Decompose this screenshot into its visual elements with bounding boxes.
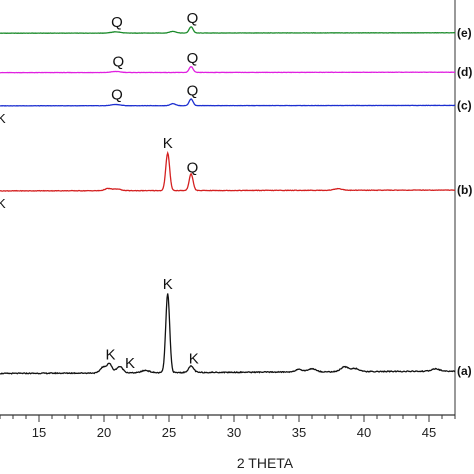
peak-label-a-1: K bbox=[125, 355, 135, 372]
series-line-c bbox=[0, 98, 456, 107]
x-tick-label-40: 40 bbox=[357, 425, 371, 440]
series-line-e bbox=[0, 26, 456, 34]
x-tick-label-25: 25 bbox=[162, 425, 176, 440]
peak-label-c-0: Q bbox=[111, 87, 123, 104]
series-label-c: (c) bbox=[457, 98, 472, 112]
peak-label-e-0: Q bbox=[111, 14, 123, 31]
x-axis: 15 20 25 30 35 40 45 bbox=[0, 414, 456, 440]
x-tick-label-20: 20 bbox=[97, 425, 111, 440]
x-tick-label-35: 35 bbox=[292, 425, 306, 440]
peak-label-a-3: K bbox=[189, 351, 199, 368]
peak-label-a-2: K bbox=[163, 276, 173, 293]
series-line-d bbox=[0, 66, 456, 74]
peak-label-d-0: Q bbox=[112, 54, 124, 71]
series-line-b bbox=[0, 150, 456, 192]
peak-label-a-0: K bbox=[105, 346, 115, 363]
x-tick-label-45: 45 bbox=[422, 425, 436, 440]
x-tick-label-15: 15 bbox=[32, 425, 46, 440]
peak-label-b-0: K bbox=[163, 135, 173, 152]
peak-label-e-1: Q bbox=[187, 10, 199, 27]
series-label-a: (a) bbox=[457, 364, 472, 378]
peak-label-b-1: Q bbox=[187, 159, 199, 176]
peak-label-d-1: Q bbox=[187, 50, 199, 67]
series-label-b: (b) bbox=[457, 183, 472, 197]
series-label-e: (e) bbox=[457, 26, 472, 40]
peak-label-c-1: Q bbox=[187, 82, 199, 99]
series-label-d: (d) bbox=[457, 65, 472, 79]
series-layer bbox=[0, 26, 456, 375]
edge-mark-1: K bbox=[0, 196, 6, 211]
x-tick-label-30: 30 bbox=[227, 425, 241, 440]
x-axis-title: 2 THETA bbox=[237, 455, 294, 471]
series-line-a bbox=[0, 293, 456, 375]
edge-mark-0: K bbox=[0, 111, 6, 126]
